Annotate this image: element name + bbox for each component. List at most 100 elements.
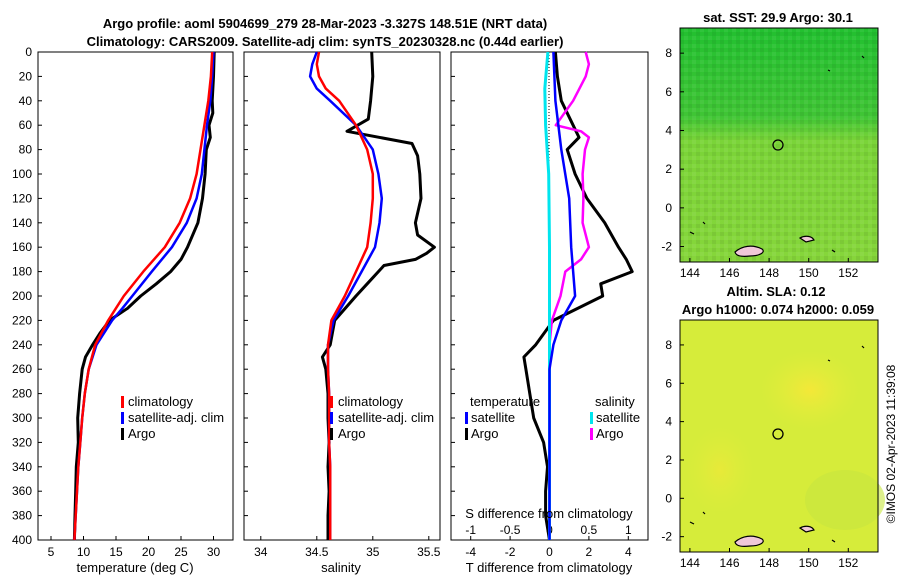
sal-legend-argo-mark (330, 428, 333, 440)
difference-top-label: S difference from climatology (465, 506, 633, 521)
series-line-temperature-satellite (548, 51, 577, 540)
salinity-panel: 34 34.5 35 35.5 salinity climatology satell… (243, 51, 441, 575)
legend-sal-satellite: satellite (596, 410, 640, 425)
legend-sal-argo-mark (590, 428, 593, 440)
top-tick-label: 1 (625, 523, 632, 537)
depth-tick-label: 380 (12, 509, 32, 523)
depth-tick-label: 220 (12, 313, 32, 327)
x-tick-label: 15 (109, 545, 123, 559)
salinity-lines (308, 51, 436, 540)
depth-tick-label: 360 (12, 484, 32, 498)
top-tick-label: -0.5 (500, 523, 521, 537)
x-tick-label: 10 (77, 545, 91, 559)
x-tick-label: 34.5 (305, 545, 329, 559)
depth-tick-label: 140 (12, 216, 32, 230)
difference-legend: temperature satellite Argo salinity sate… (465, 394, 640, 441)
lon-tick-label: 148 (759, 556, 779, 570)
lat-tick-label: 0 (665, 491, 672, 505)
lon-tick-label: 146 (719, 556, 739, 570)
series-line-salinity-argo (548, 51, 591, 540)
sst-map-title: sat. SST: 29.9 Argo: 30.1 (703, 10, 853, 25)
depth-tick-label: 240 (12, 338, 32, 352)
lon-tick-label: 152 (838, 266, 858, 280)
lat-tick-label: 4 (665, 415, 672, 429)
temperature-legend: climatology satellite-adj. clim Argo (121, 394, 224, 441)
series-line-climatology (315, 51, 375, 540)
lat-tick-label: 8 (665, 338, 672, 352)
legend-satellite: satellite-adj. clim (128, 410, 224, 425)
sla-island-new-ireland (798, 525, 815, 533)
legend-climatology-mark (121, 396, 124, 408)
lat-tick-label: 6 (665, 376, 672, 390)
sla-argo-location-marker (772, 428, 784, 440)
sla-small-islands (689, 345, 865, 543)
lat-tick-label: -2 (661, 240, 672, 254)
legend-sal-argo: Argo (596, 426, 623, 441)
legend-temp-argo: Argo (471, 426, 498, 441)
depth-tick-label: 20 (19, 69, 33, 83)
lat-tick-label: 0 (665, 201, 672, 215)
x-tick-label: 25 (174, 545, 188, 559)
depth-tick-label: 300 (12, 411, 32, 425)
sla-map-frame (679, 319, 879, 553)
salinity-x-axis: 34 34.5 35 35.5 (254, 536, 441, 559)
series-line-temperature-argo (522, 51, 634, 541)
legend-argo-mark (121, 428, 124, 440)
lon-tick-label: 146 (719, 266, 739, 280)
header-title-line2: Climatology: CARS2009. Satellite-adj cli… (87, 34, 564, 49)
sst-x-axis: 144 146 148 150 152 (680, 258, 859, 280)
depth-tick-label: 120 (12, 191, 32, 205)
salinity-xlabel: salinity (321, 560, 361, 575)
lon-tick-label: 150 (799, 556, 819, 570)
legend-satellite-mark (121, 412, 124, 424)
depth-tick-label: 40 (19, 94, 33, 108)
depth-tick-label: 260 (12, 362, 32, 376)
sla-x-axis: 144 146 148 150 152 (680, 548, 859, 570)
x-tick-label: 34 (254, 545, 268, 559)
x-tick-label: 35.5 (417, 545, 441, 559)
lat-tick-label: 4 (665, 123, 672, 137)
series-line-argo (72, 51, 216, 541)
lon-tick-label: 150 (799, 266, 819, 280)
series-line-argo (320, 51, 436, 540)
sla-map-title: Altim. SLA: 0.12 (727, 284, 826, 299)
salinity-axes-frame (243, 51, 441, 541)
top-tick-label: 0.5 (581, 523, 598, 537)
sla-island-new-britain (734, 535, 764, 547)
x-tick-label: 20 (142, 545, 156, 559)
sal-legend-satellite-mark (330, 412, 333, 424)
depth-tick-label: 280 (12, 387, 32, 401)
sst-small-islands (689, 55, 865, 253)
sla-low-anomaly (805, 470, 885, 530)
depth-tick-label: 180 (12, 265, 32, 279)
lat-tick-label: 8 (665, 46, 672, 60)
lat-tick-label: 2 (665, 453, 672, 467)
temperature-panel: 0 20 40 60 80 100 120 140 160 180 200 220 240 260 280 3… (12, 45, 234, 575)
sst-y-axis: 8 6 4 2 0 -2 (661, 46, 684, 254)
depth-tick-label: 200 (12, 289, 32, 303)
sla-map-subtitle: Argo h1000: 0.074 h2000: 0.059 (682, 302, 874, 317)
sst-map-frame (679, 27, 879, 263)
legend-temp-satellite: satellite (471, 410, 515, 425)
lat-tick-label: 6 (665, 85, 672, 99)
imos-credit: ©IMOS 02-Apr-2023 11:39:08 (884, 364, 898, 523)
difference-lines (522, 51, 634, 541)
sla-map: Altim. SLA: 0.12 Argo h1000: 0.074 h2000… (661, 284, 885, 570)
depth-tick-label: 0 (25, 45, 32, 59)
temperature-x-axis: 5 10 15 20 25 30 (48, 536, 221, 559)
salinity-legend: climatology satellite-adj. clim Argo (330, 394, 434, 441)
series-line-climatology (73, 51, 214, 541)
depth-tick-label: 320 (12, 435, 32, 449)
x-tick-label: 30 (207, 545, 221, 559)
lat-tick-label: 2 (665, 162, 672, 176)
header-title-line1: Argo profile: aoml 5904699_279 28-Mar-20… (103, 16, 547, 31)
x-tick-label: -2 (505, 545, 516, 559)
depth-tick-label: 160 (12, 240, 32, 254)
depth-tick-label: 100 (12, 167, 32, 181)
lon-tick-label: 152 (838, 556, 858, 570)
legend-climatology: climatology (128, 394, 194, 409)
series-line-satellite-adj-clim (73, 51, 215, 541)
sla-high-anomaly (760, 350, 860, 430)
sal-legend-climatology: climatology (338, 394, 404, 409)
difference-panel: -4 -2 0 2 4 -1 -0.5 0 0.5 1 T difference from cl… (450, 51, 649, 575)
